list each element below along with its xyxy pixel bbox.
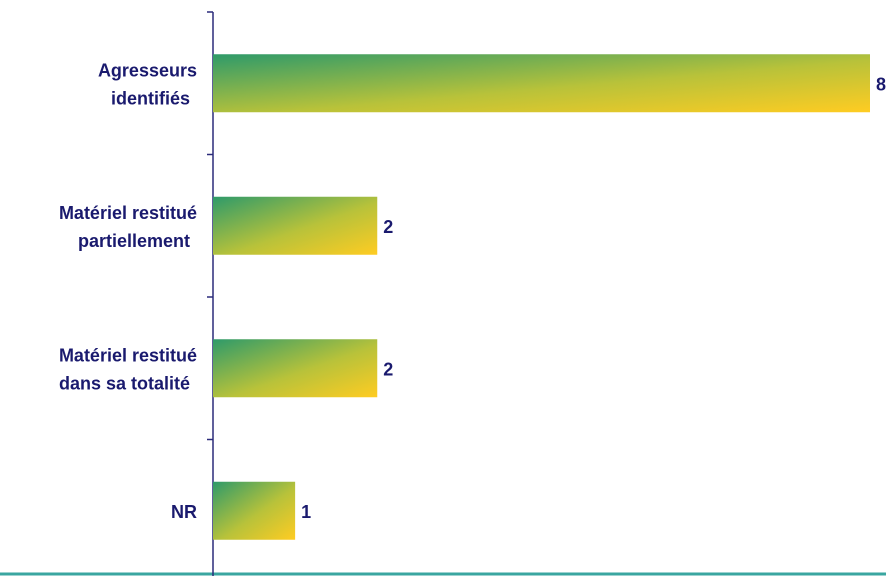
bars bbox=[213, 54, 870, 540]
category-labels: Agresseurs identifiés Matériel restitué par… bbox=[59, 60, 197, 522]
category-label-line: Matériel restitué bbox=[59, 203, 197, 223]
value-label: 2 bbox=[383, 359, 393, 379]
category-label-line: identifiés bbox=[111, 88, 190, 108]
bar bbox=[213, 196, 378, 255]
category-label: Matériel restitué partiellement bbox=[59, 203, 197, 251]
bar bbox=[213, 481, 296, 540]
category-label-line: dans sa totalité bbox=[59, 373, 190, 393]
category-label-line: NR bbox=[171, 502, 197, 522]
category-label: Matériel restitué dans sa totalité bbox=[59, 345, 197, 393]
category-label-line: Matériel restitué bbox=[59, 345, 197, 365]
bar bbox=[213, 54, 870, 113]
bar bbox=[213, 339, 378, 398]
category-label: Agresseurs identifiés bbox=[98, 60, 197, 108]
category-label-line: Agresseurs bbox=[98, 60, 197, 80]
axis-ticks bbox=[207, 11, 213, 441]
category-label: NR bbox=[171, 502, 197, 522]
category-label-line: partiellement bbox=[78, 231, 190, 251]
value-label: 1 bbox=[301, 502, 311, 522]
value-label: 8 bbox=[876, 74, 886, 94]
value-labels: 8 2 2 1 bbox=[301, 74, 886, 522]
value-label: 2 bbox=[383, 217, 393, 237]
